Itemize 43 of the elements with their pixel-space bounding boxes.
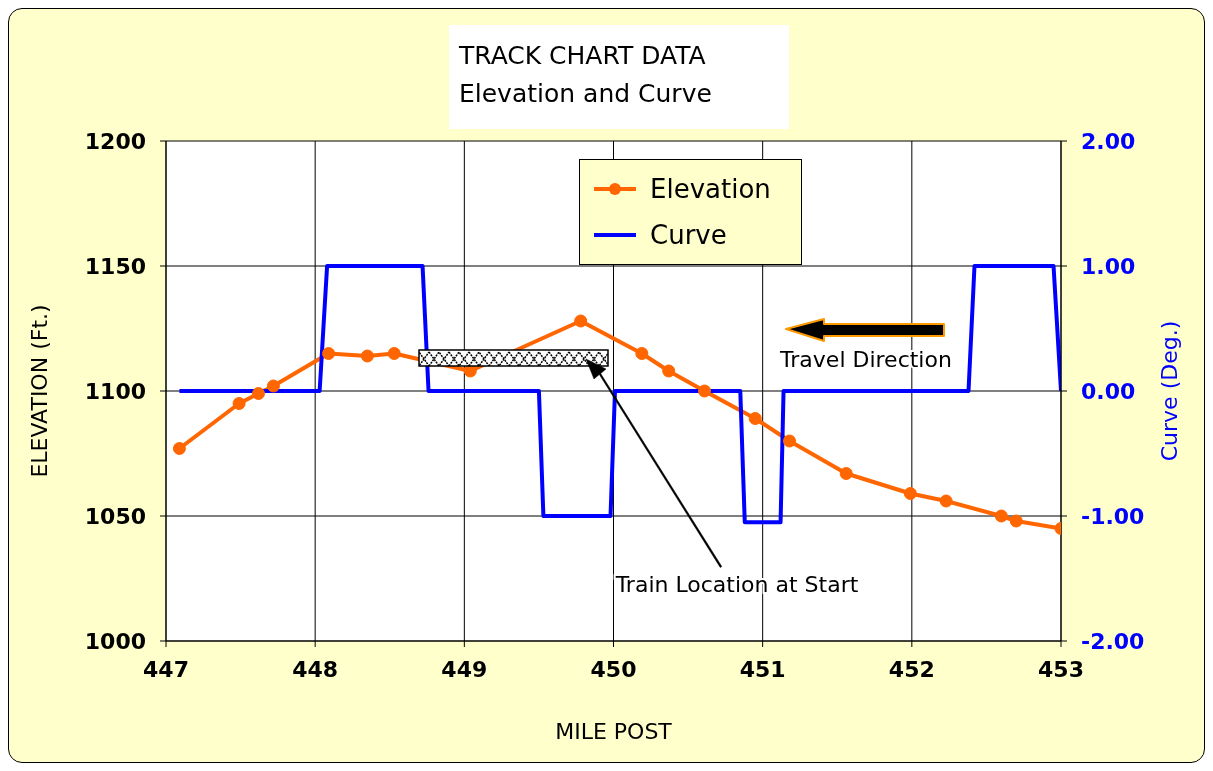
point bbox=[748, 412, 762, 425]
point bbox=[697, 384, 711, 398]
point bbox=[232, 397, 246, 410]
y-tick-label: 1200 bbox=[84, 128, 146, 154]
point bbox=[839, 467, 853, 480]
point bbox=[939, 494, 953, 508]
point bbox=[360, 349, 374, 363]
y2-axis-title: Curve (Deg.) bbox=[1157, 320, 1182, 462]
y2-tick-label: 1.00 bbox=[1081, 253, 1136, 279]
point bbox=[322, 347, 336, 360]
x-tick-label: 452 bbox=[888, 656, 935, 682]
x-tick-label: 450 bbox=[590, 656, 637, 682]
point bbox=[387, 347, 401, 360]
legend-label: Curve bbox=[650, 220, 727, 250]
y-tick-label: 1050 bbox=[84, 503, 146, 529]
point bbox=[994, 509, 1008, 523]
x-tick-label: 449 bbox=[441, 656, 488, 682]
x-tick-label: 447 bbox=[143, 656, 189, 682]
y2-tick-label: 2.00 bbox=[1081, 128, 1136, 154]
point bbox=[172, 442, 186, 455]
point bbox=[783, 434, 797, 448]
point bbox=[251, 387, 265, 400]
chart-title: TRACK CHART DATA bbox=[459, 40, 707, 72]
point bbox=[1009, 514, 1023, 528]
x-tick-label: 453 bbox=[1038, 656, 1084, 682]
y-tick-label: 1000 bbox=[84, 628, 146, 654]
line-series bbox=[177, 264, 1061, 525]
point bbox=[635, 347, 649, 360]
y-tick-label: 1100 bbox=[84, 378, 146, 404]
y-tick-label: 1150 bbox=[84, 253, 146, 279]
x-tick-label: 451 bbox=[739, 656, 786, 682]
legend-label: Elevation bbox=[650, 174, 771, 204]
point bbox=[266, 379, 280, 393]
point bbox=[662, 364, 676, 378]
point bbox=[903, 487, 917, 500]
chart-subtitle: Elevation and Curve bbox=[459, 78, 713, 110]
y-axis-title: ELEVATION (Ft.) bbox=[27, 304, 52, 478]
x-tick-label: 448 bbox=[292, 656, 339, 682]
y2-tick-label: 0.00 bbox=[1081, 378, 1136, 404]
point bbox=[574, 314, 588, 328]
x-axis-title: MILE POST bbox=[555, 719, 673, 744]
y2-tick-label: -1.00 bbox=[1081, 503, 1145, 529]
y2-tick-label: -2.00 bbox=[1081, 628, 1145, 654]
